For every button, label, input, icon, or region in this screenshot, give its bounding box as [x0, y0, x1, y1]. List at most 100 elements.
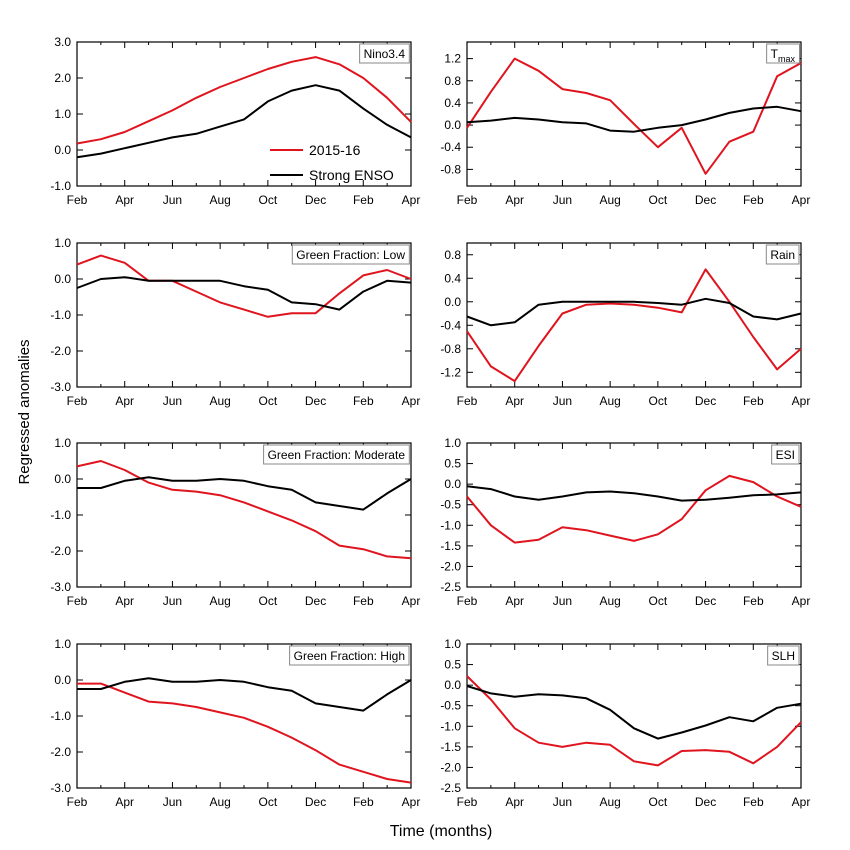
series-line-strong-enso [466, 685, 802, 740]
panel-title-box [766, 43, 800, 64]
y-tick-label: -1.0 [50, 709, 71, 723]
x-tick-label: Apr [115, 394, 134, 408]
y-tick-label: 0.5 [444, 658, 461, 672]
x-tick-label: Feb [743, 193, 764, 207]
series-line-2015-16 [76, 254, 412, 318]
x-axis-title: Time (months) [390, 823, 493, 840]
series-line-strong-enso [76, 84, 412, 159]
panel-2: Feb Apr Jun Aug Oct Dec Feb Apr -0.8 -0.4 0.0 0.4 0.… [440, 41, 811, 207]
series-line-2015-16 [76, 460, 412, 560]
x-tick-label: Jun [553, 795, 572, 809]
y-tick-label: -2.5 [440, 580, 461, 594]
plot-frame [76, 442, 412, 588]
y-tick-label: 0.4 [444, 96, 461, 110]
y-tick-label: -0.8 [440, 342, 461, 356]
panels: Feb Apr Jun Aug Oct Dec Feb Apr -1.0 0.0 1.0 2.0 3.0… [50, 35, 810, 809]
legend: 2015-16 Strong ENSO [270, 142, 394, 183]
panel-title-text: Rain [770, 248, 795, 262]
panel-4: Feb Apr Jun Aug Oct Dec Feb Apr -1.2 -0.8 -0.4 0.0 0… [440, 242, 810, 408]
x-tick-label: Jun [163, 394, 182, 408]
plot-frame [76, 643, 412, 789]
panel-1: Feb Apr Jun Aug Oct Dec Feb Apr -1.0 0.0 1.0 2.0 3.0… [50, 35, 420, 207]
y-tick-label: -0.8 [440, 162, 461, 176]
x-tick-label: Oct [259, 594, 278, 608]
y-tick-label: 0.0 [444, 678, 461, 692]
x-tick-label: Apr [115, 594, 134, 608]
panel-title-text: Nino3.4 [364, 47, 406, 61]
x-tick-label: Apr [505, 394, 524, 408]
panel-title-text: Green Fraction: High [294, 649, 405, 663]
y-tick-label: 0.4 [444, 271, 461, 285]
x-tick-label: Feb [67, 193, 88, 207]
series-line-strong-enso [77, 476, 412, 511]
panel-title: Tmax [766, 43, 800, 64]
panel-3: Feb Apr Jun Aug Oct Dec Feb Apr -3.0 -2.0 -1.0 0.0 1… [50, 236, 420, 408]
panel-title-text: Green Fraction: Low [296, 248, 405, 262]
x-tick-label: Feb [743, 795, 764, 809]
y-tick-label: -0.4 [440, 140, 461, 154]
panel-title-text: Tmax [771, 47, 796, 64]
y-tick-label: -1.0 [50, 508, 71, 522]
y-tick-label: -2.0 [50, 544, 71, 558]
panel-8: Feb Apr Jun Aug Oct Dec Feb Apr -2.5 -2.0 -1.5 -1.0… [440, 637, 810, 809]
y-tick-label: 1.0 [54, 436, 71, 450]
y-tick-label: 1.0 [54, 107, 71, 121]
y-tick-label: 0.0 [444, 295, 461, 309]
x-tick-label: Dec [305, 394, 326, 408]
y-tick-label: -3.0 [50, 580, 71, 594]
x-tick-label: Dec [695, 394, 716, 408]
panel-title-box [771, 444, 800, 465]
y-tick-label: -3.0 [50, 380, 71, 394]
y-tick-label: 0.0 [54, 673, 71, 687]
y-tick-label: -1.0 [440, 719, 461, 733]
panel-title-box [359, 43, 410, 64]
x-tick-label: Dec [305, 193, 326, 207]
panel-title: Rain [765, 244, 800, 265]
y-tick-label: 0.0 [54, 272, 71, 286]
x-tick-label: Oct [649, 795, 668, 809]
x-tick-label: Apr [402, 795, 421, 809]
x-tick-label: Apr [115, 193, 134, 207]
y-tick-label: -2.0 [440, 760, 461, 774]
series-line-strong-enso [466, 105, 802, 133]
y-tick-label: -2.0 [50, 745, 71, 759]
x-tick-label: Oct [259, 795, 278, 809]
x-tick-label: Feb [353, 594, 374, 608]
x-tick-label: Apr [505, 795, 524, 809]
panel-title-text: SLH [772, 649, 795, 663]
panel-title: Green Fraction: Low [291, 244, 410, 265]
y-tick-label: 0.8 [444, 248, 461, 262]
x-tick-label: Feb [743, 394, 764, 408]
panel-title-box [291, 244, 410, 265]
x-tick-label: Oct [649, 193, 668, 207]
panel-6: Feb Apr Jun Aug Oct Dec Feb Apr -2.5 -2.0 -1.5 -1.0… [440, 436, 810, 608]
y-tick-label: -1.0 [50, 308, 71, 322]
x-tick-label: Apr [505, 193, 524, 207]
panel-title-main: T [771, 47, 779, 61]
x-tick-label: Jun [553, 193, 572, 207]
x-tick-label: Oct [259, 394, 278, 408]
panel-title: ESI [771, 444, 800, 465]
x-tick-label: Oct [259, 193, 278, 207]
y-tick-label: 1.0 [444, 637, 461, 651]
legend-label: 2015-16 [309, 142, 361, 158]
y-axis-title: Regressed anomalies [16, 339, 33, 484]
x-tick-label: Jun [553, 594, 572, 608]
y-tick-label: -0.4 [440, 318, 461, 332]
x-tick-label: Apr [402, 594, 421, 608]
x-tick-label: Feb [457, 394, 478, 408]
x-tick-label: Feb [67, 394, 88, 408]
series-line-2015-16 [466, 675, 802, 767]
panel-title-box [767, 645, 800, 666]
x-tick-label: Dec [695, 594, 716, 608]
plot-frame [466, 643, 802, 789]
panel-title: Green Fraction: Moderate [263, 444, 410, 465]
x-tick-label: Apr [792, 193, 811, 207]
y-tick-label: 0.8 [444, 74, 461, 88]
x-tick-label: Feb [457, 594, 478, 608]
panel-title-text: Green Fraction: Moderate [268, 448, 406, 462]
x-tick-label: Dec [305, 795, 326, 809]
y-tick-label: 1.2 [444, 52, 461, 66]
legend-label: Strong ENSO [309, 167, 394, 183]
